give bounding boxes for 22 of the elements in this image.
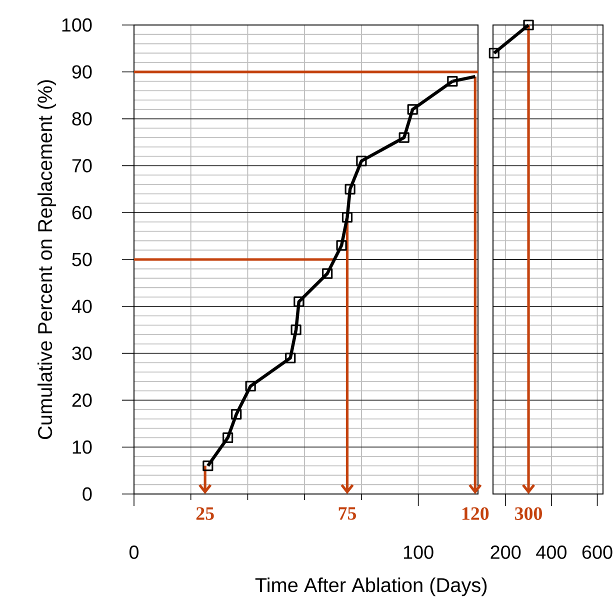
y-axis-title: Cumulative Percent on Replacement (%) <box>37 80 56 439</box>
y-tick-label: 50 <box>72 252 92 266</box>
ref-line-label: 120 <box>462 507 489 520</box>
y-tick-label: 80 <box>72 112 92 126</box>
ref-line-label: 300 <box>515 507 542 520</box>
y-tick-label: 40 <box>72 300 92 314</box>
x-axis-title: Time After Ablation (Days) <box>255 578 487 596</box>
y-tick-label: 20 <box>72 393 92 407</box>
x-tick-label: 0 <box>129 546 139 559</box>
y-tick-label: 0 <box>82 487 92 501</box>
y-tick-label: 60 <box>72 206 92 220</box>
x-tick-label: 200 <box>490 546 521 559</box>
x-tick-label: 100 <box>404 546 434 559</box>
y-tick-label: 10 <box>72 440 92 454</box>
y-tick-label: 90 <box>72 65 92 79</box>
y-tick-label: 100 <box>62 18 92 32</box>
y-tick-label: 30 <box>72 346 92 360</box>
x-tick-label: 600 <box>582 546 612 559</box>
y-tick-label: 70 <box>72 158 92 172</box>
ref-line-label: 25 <box>196 507 214 520</box>
x-tick-label: 400 <box>536 546 566 559</box>
ref-line-label: 75 <box>338 507 356 520</box>
